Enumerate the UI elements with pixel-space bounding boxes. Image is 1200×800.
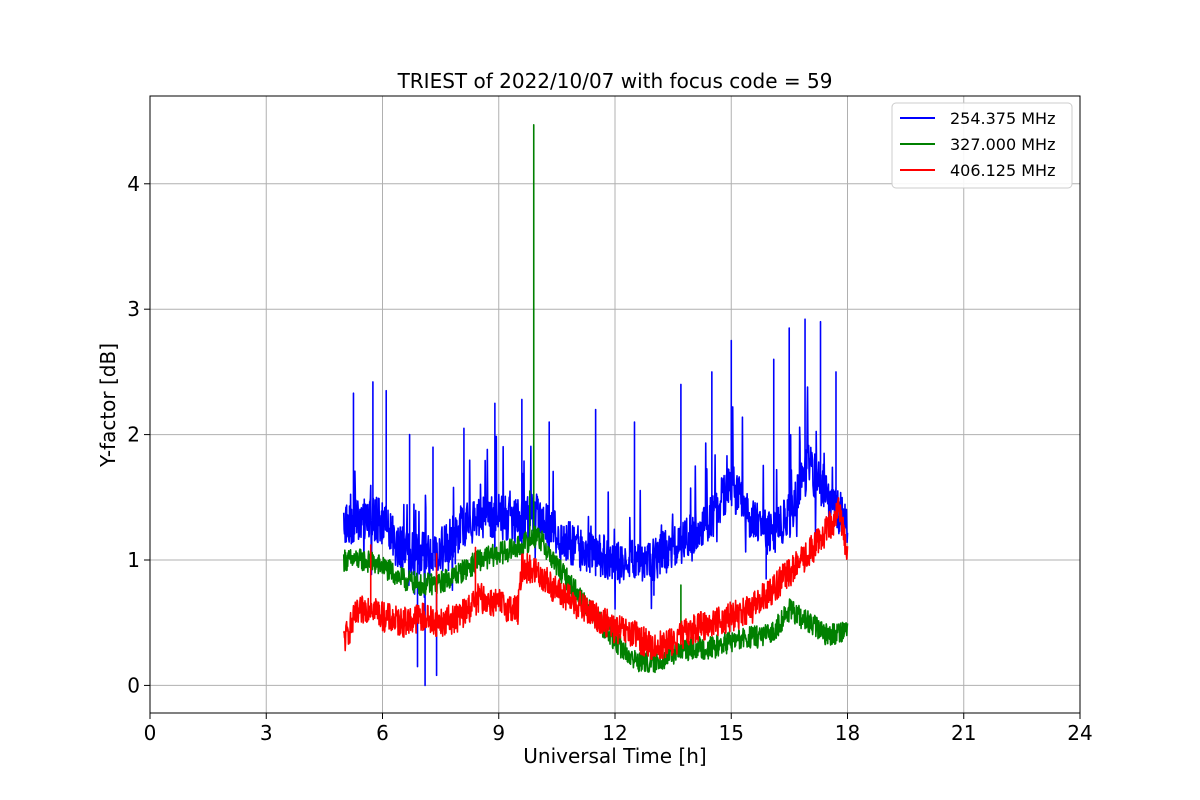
y-tick-label: 4 [127,172,140,196]
legend-label: 254.375 MHz [950,109,1055,128]
x-tick-label: 9 [492,721,505,745]
legend-label: 406.125 MHz [950,161,1055,180]
x-tick-label: 18 [835,721,860,745]
legend-label: 327.000 MHz [950,135,1055,154]
x-tick-label: 0 [144,721,157,745]
x-axis-label: Universal Time [h] [523,744,706,768]
y-axis-label: Y-factor [dB] [96,343,120,468]
x-tick-label: 6 [376,721,389,745]
legend-box [891,102,1073,189]
y-tick-label: 2 [127,423,140,447]
x-axis-ticks: 0 3 6 9 12 15 18 21 24 [144,713,1093,745]
x-tick-label: 24 [1067,721,1092,745]
y-tick-label: 1 [127,548,140,572]
x-tick-label: 12 [602,721,627,745]
x-tick-label: 15 [719,721,744,745]
x-tick-label: 21 [951,721,976,745]
y-axis-ticks: 0 1 2 3 4 [127,172,150,697]
legend: 254.375 MHz 327.000 MHz 406.125 MHz [891,102,1073,189]
series-line-2 [342,497,849,660]
series-line-0 [342,318,849,687]
series-lines [342,124,849,687]
x-tick-label: 3 [260,721,273,745]
y-tick-label: 3 [127,297,140,321]
chart-title: TRIEST of 2022/10/07 with focus code = 5… [397,69,833,93]
y-tick-label: 0 [127,673,140,697]
